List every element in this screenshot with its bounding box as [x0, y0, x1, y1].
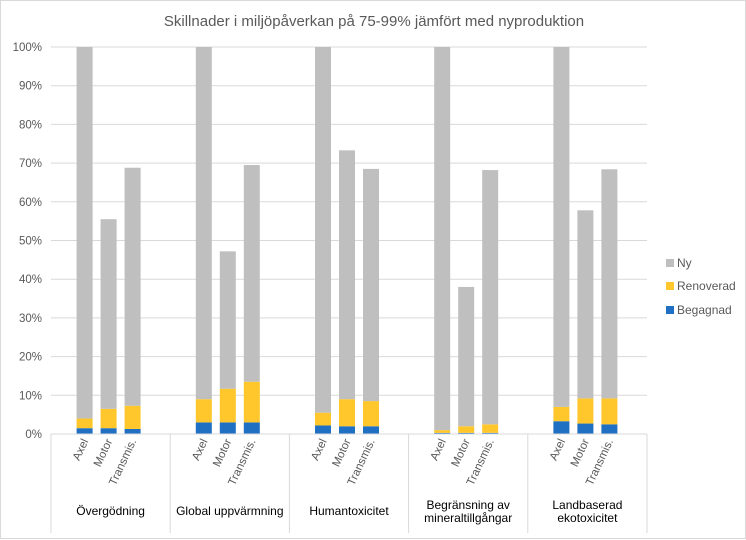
bar-segment-ny: [76, 47, 93, 419]
legend-label: Renoverad: [677, 279, 736, 293]
bar-label: Motor: [92, 437, 115, 469]
bar-segment-renoverad: [458, 426, 475, 433]
bar-segment-ny: [100, 219, 117, 409]
category-label: Humantoxicitet: [309, 504, 389, 518]
bar-segment-ny: [577, 210, 594, 399]
bar-segment-begagnad: [363, 426, 379, 434]
y-tick-label: 70%: [19, 158, 42, 170]
bar-segment-ny: [124, 167, 141, 406]
bar-segment-begagnad: [124, 428, 141, 434]
bar-segment-renoverad: [76, 418, 93, 429]
bar-segment-renoverad: [243, 381, 260, 423]
category-label: mineraltillgångar: [424, 511, 512, 525]
bar-segment-ny: [434, 47, 451, 431]
bar-segment-ny: [363, 168, 379, 402]
bar-label: Motor: [211, 437, 234, 469]
y-tick-label: 50%: [19, 236, 42, 248]
bar-segment-renoverad: [482, 424, 499, 433]
legend-swatch-ny: [666, 259, 674, 267]
bar-label: Axel: [190, 437, 210, 462]
bar-segment-renoverad: [315, 412, 331, 426]
bar-label: Axel: [548, 437, 568, 462]
bar-segment-begagnad: [553, 421, 570, 434]
y-tick-label: 80%: [19, 119, 42, 131]
bar-segment-begagnad: [339, 426, 355, 434]
bar-label: Motor: [569, 437, 592, 469]
legend-swatch-renoverad: [666, 282, 674, 290]
bar-segment-begagnad: [100, 428, 117, 434]
bar-segment-begagnad: [601, 424, 618, 434]
legend-swatch-begagnad: [666, 306, 674, 314]
bar-segment-renoverad: [601, 398, 618, 425]
category-label: Övergödning: [76, 504, 145, 518]
bar-segment-begagnad: [243, 422, 260, 434]
bar-segment-begagnad: [315, 425, 331, 434]
bar-segment-ny: [458, 286, 475, 427]
bar-segment-renoverad: [124, 405, 141, 429]
bar-label: Axel: [309, 437, 329, 462]
bar-label: Axel: [71, 437, 91, 462]
y-tick-label: 60%: [19, 197, 42, 209]
bar-segment-ny: [219, 251, 236, 389]
legend-label: Ny: [677, 256, 692, 270]
y-tick-label: 30%: [19, 313, 42, 325]
bar-segment-renoverad: [434, 430, 451, 433]
bar-segment-renoverad: [553, 406, 570, 422]
y-tick-label: 90%: [19, 81, 42, 93]
category-label: Global uppvärmning: [176, 504, 283, 518]
bar-segment-begagnad: [219, 422, 236, 434]
bar-label: Motor: [450, 437, 473, 469]
bar-segment-ny: [315, 47, 331, 413]
bar-segment-begagnad: [458, 432, 475, 434]
legend-label: Begagnad: [677, 303, 732, 317]
y-tick-label: 40%: [19, 274, 42, 286]
category-label: Begränsning av: [427, 498, 510, 512]
y-tick-label: 10%: [19, 390, 42, 402]
bar-segment-begagnad: [482, 432, 499, 434]
bar-label: Motor: [330, 437, 353, 469]
category-label: ekotoxicitet: [557, 511, 618, 525]
bar-segment-renoverad: [100, 408, 117, 429]
bar-segment-ny: [482, 170, 499, 425]
bar-segment-begagnad: [195, 422, 212, 434]
y-tick-label: 100%: [13, 42, 42, 54]
bar-segment-ny: [243, 165, 260, 382]
bar-segment-ny: [601, 169, 618, 399]
bar-segment-ny: [553, 47, 570, 407]
chart-title: Skillnader i miljöpåverkan på 75-99% jäm…: [164, 13, 584, 30]
bar-segment-begagnad: [76, 428, 93, 434]
bar-segment-renoverad: [195, 399, 212, 423]
bar-segment-begagnad: [577, 423, 594, 434]
bar-segment-renoverad: [219, 388, 236, 423]
bar-segment-renoverad: [577, 398, 594, 424]
bar-label: Axel: [429, 437, 449, 462]
bar-segment-begagnad: [434, 432, 451, 434]
bar-segment-renoverad: [363, 401, 379, 427]
bar-segment-ny: [339, 150, 355, 400]
bar-segment-ny: [195, 47, 212, 400]
category-label: Landbaserad: [552, 498, 622, 512]
y-tick-label: 20%: [19, 352, 42, 364]
y-tick-label: 0%: [25, 429, 42, 441]
bar-segment-renoverad: [339, 399, 355, 427]
